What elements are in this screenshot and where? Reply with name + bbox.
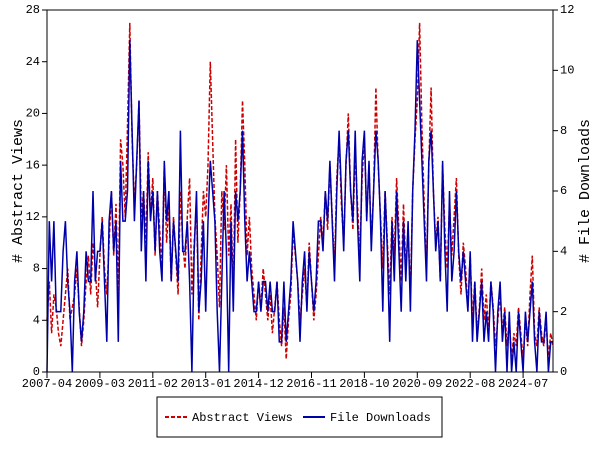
plot-frame	[46, 9, 554, 373]
y-tick-label: 8	[33, 262, 40, 276]
y2-axis-label: # File Downloads	[577, 119, 594, 263]
series-line	[46, 40, 553, 373]
y-tick-label: 0	[33, 365, 40, 379]
y2-tick-label: 4	[560, 245, 567, 259]
x-tick-label: 2022-08	[445, 377, 495, 391]
y2-tick-label: 12	[560, 3, 574, 17]
x-tick-label: 2024-07	[498, 377, 548, 391]
series-line	[46, 22, 554, 360]
y-tick-label: 24	[26, 55, 40, 69]
x-tick-label: 2014-12	[233, 377, 283, 391]
x-tick-label: 2011-02	[128, 377, 178, 391]
y-axis-label: # Abstract Views	[10, 119, 27, 263]
y-tick-label: 20	[26, 107, 40, 121]
y2-tick-label: 0	[560, 365, 567, 379]
x-tick-label: 2016-11	[286, 377, 336, 391]
x-tick-label: 2007-04	[22, 377, 72, 391]
legend-label: Abstract Views	[192, 411, 293, 425]
y-tick-label: 12	[26, 210, 40, 224]
legend-box	[156, 396, 443, 438]
y2-tick-label: 8	[560, 124, 567, 138]
x-tick-label: 2020-09	[392, 377, 442, 391]
y-tick-label: 16	[26, 158, 40, 172]
y2-tick-label: 2	[560, 305, 567, 319]
x-tick-label: 2009-03	[75, 377, 125, 391]
y2-tick-label: 10	[560, 64, 574, 78]
y2-tick-label: 6	[560, 184, 567, 198]
x-tick-label: 2018-10	[339, 377, 389, 391]
y-tick-label: 4	[33, 313, 40, 327]
legend-label: File Downloads	[330, 411, 431, 425]
y-tick-label: 28	[26, 3, 40, 17]
x-tick-label: 2013-01	[180, 377, 230, 391]
